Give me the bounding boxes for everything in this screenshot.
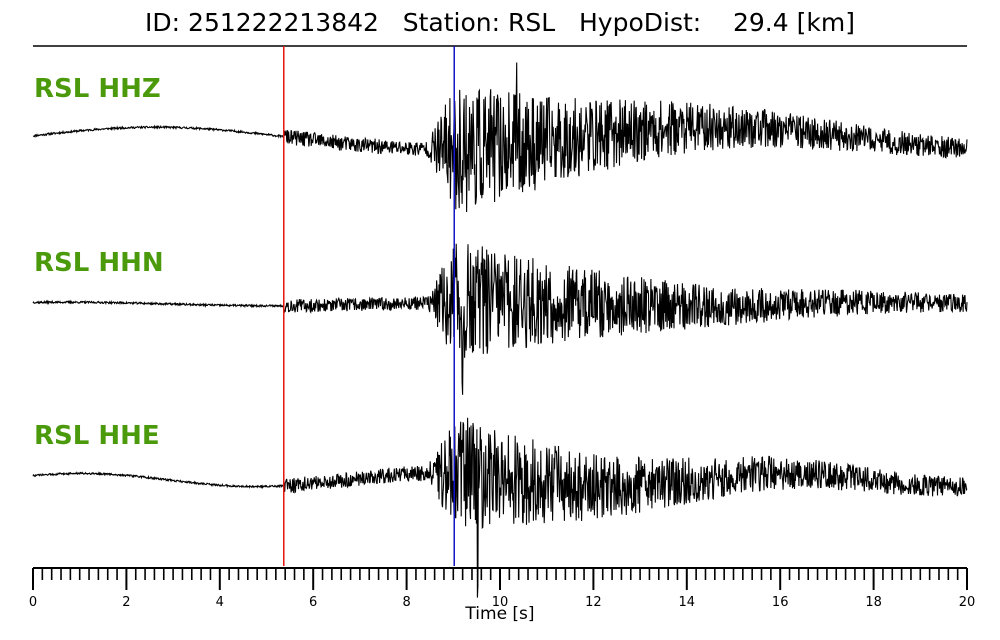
trace-label-hhn: RSL HHN (34, 248, 164, 278)
x-tick-label: 12 (585, 595, 602, 610)
x-tick-label: 0 (29, 595, 37, 610)
chart-title: ID: 251222213842 Station: RSL HypoDist: … (145, 8, 855, 37)
x-tick-label: 4 (216, 595, 224, 610)
waveform-rsl-hhz (32, 62, 968, 213)
trace-label-hhz: RSL HHZ (34, 74, 161, 104)
x-tick-label: 16 (772, 595, 789, 610)
x-tick-label: 8 (402, 595, 410, 610)
x-tick-label: 2 (122, 595, 130, 610)
waveform-rsl-hhe (32, 417, 968, 598)
traces-layer (32, 62, 968, 598)
x-tick-label: 18 (865, 595, 882, 610)
time-axis: 0 2 4 6 8 10 12 14 16 18 20 (29, 567, 976, 610)
picks-layer (283, 46, 455, 566)
x-tick-label: 20 (959, 595, 976, 610)
trace-label-hhe: RSL HHE (34, 421, 160, 451)
x-tick-label: 6 (309, 595, 317, 610)
x-tick-label: 14 (679, 595, 696, 610)
waveform-rsl-hhn (32, 243, 968, 395)
x-tick-label: 10 (492, 595, 509, 610)
x-axis-label: Time [s] (465, 604, 535, 624)
